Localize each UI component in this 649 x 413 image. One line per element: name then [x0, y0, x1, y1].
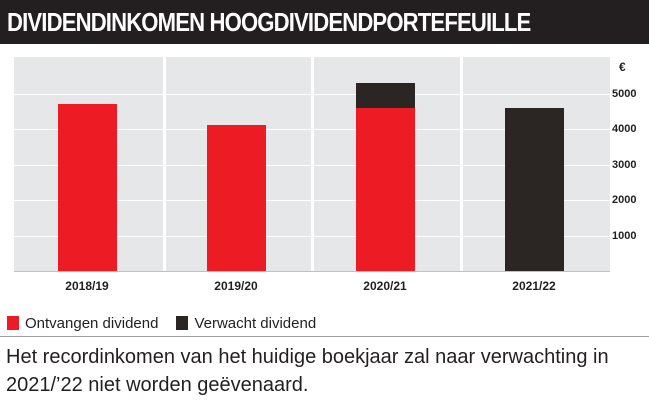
y-tick-label: 2000 [612, 194, 637, 206]
column-separator [311, 57, 314, 272]
gridline [14, 94, 610, 95]
x-tick-label: 2021/22 [512, 279, 556, 293]
x-tick-label: 2019/20 [214, 279, 258, 293]
x-tick-label: 2018/19 [65, 279, 109, 293]
chart-header: DIVIDENDINKOMEN HOOGDIVIDENDPORTEFEUILLE [0, 0, 649, 44]
bar-received-2019-20 [206, 125, 266, 271]
gridline [14, 236, 610, 237]
caption-text: Het recordinkomen van het huidige boekja… [6, 346, 609, 396]
y-axis-unit: € [619, 60, 626, 74]
bar-expected-2021-22 [504, 107, 564, 271]
y-tick-label: 1000 [612, 230, 637, 242]
bar-received-2018-19 [57, 104, 117, 271]
legend-swatch-expected [176, 316, 189, 330]
y-tick-label: 4000 [612, 123, 637, 135]
legend-item-received: Ontvangen dividend [7, 315, 158, 332]
y-tick-label: 5000 [612, 88, 637, 100]
legend: Ontvangen dividend Verwacht dividend [7, 313, 334, 333]
y-tick-label: 3000 [612, 159, 637, 171]
x-axis-baseline [14, 271, 610, 272]
column-separator [163, 57, 166, 272]
chart-title: DIVIDENDINKOMEN HOOGDIVIDENDPORTEFEUILLE [7, 7, 531, 37]
legend-swatch-received [7, 316, 19, 330]
x-tick-label: 2020/21 [363, 279, 407, 293]
caption-divider [0, 336, 649, 337]
legend-label-expected: Verwacht dividend [194, 314, 317, 332]
gridline [14, 129, 610, 130]
legend-item-expected: Verwacht dividend [176, 315, 316, 332]
gridline [14, 165, 610, 166]
column-separator [460, 57, 463, 272]
bar-received-2020-21 [355, 107, 415, 271]
gridline [14, 200, 610, 201]
legend-label-received: Ontvangen dividend [25, 314, 159, 332]
bar-expected-2020-21 [355, 82, 415, 108]
